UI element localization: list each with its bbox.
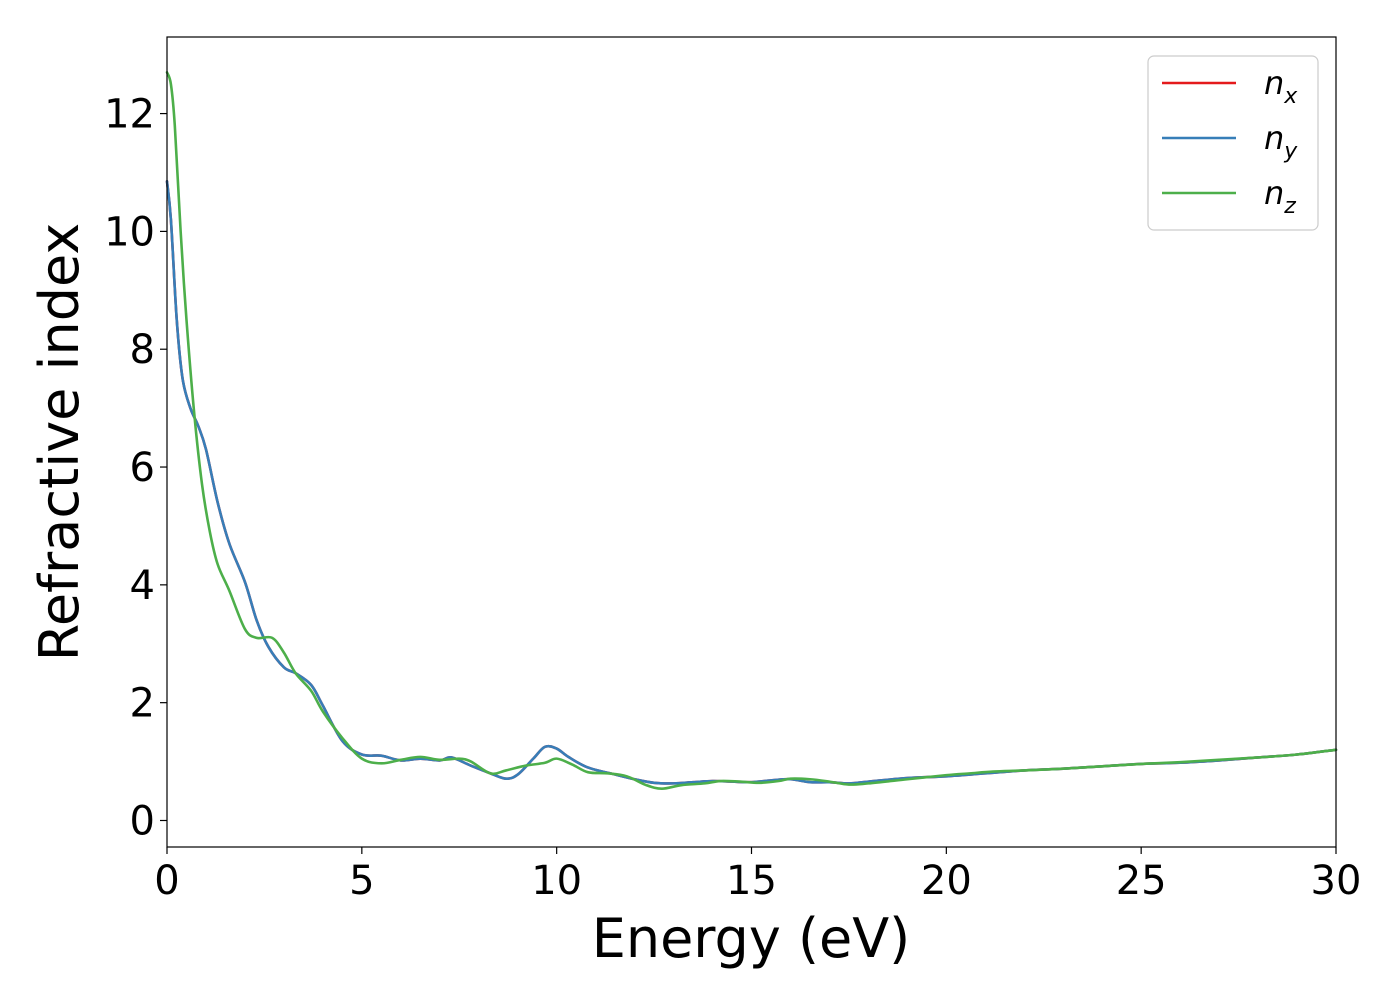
y-axis-ticks: 0 2 4 6 8 10 12	[104, 92, 167, 844]
x-tick-label: 20	[921, 858, 972, 904]
legend-box	[1147, 55, 1319, 231]
y-tick-label: 10	[104, 209, 155, 255]
legend: nx ny nz	[1147, 55, 1319, 231]
x-tick-label: 15	[726, 858, 777, 904]
legend-label-nx: nx	[1264, 64, 1298, 109]
series-line-nz	[165, 71, 1338, 790]
x-axis-ticks: 0 5 10 15 20 25 30	[154, 847, 1361, 904]
y-tick-label: 12	[104, 92, 155, 138]
x-tick-label: 25	[1116, 858, 1167, 904]
legend-label-ny: ny	[1264, 119, 1298, 164]
x-tick-label: 0	[154, 858, 179, 904]
y-tick-label: 0	[130, 798, 155, 844]
x-axis-label: Energy (eV)	[592, 907, 911, 970]
y-tick-label: 6	[130, 445, 155, 491]
plot-lines	[165, 71, 1338, 790]
y-axis-label: Refractive index	[28, 223, 91, 662]
y-tick-label: 4	[130, 563, 155, 609]
x-tick-label: 30	[1311, 858, 1362, 904]
x-tick-label: 10	[531, 858, 582, 904]
legend-label-nz: nz	[1264, 174, 1296, 219]
y-tick-label: 8	[130, 327, 155, 373]
x-tick-label: 5	[349, 858, 374, 904]
y-tick-label: 2	[130, 681, 155, 727]
